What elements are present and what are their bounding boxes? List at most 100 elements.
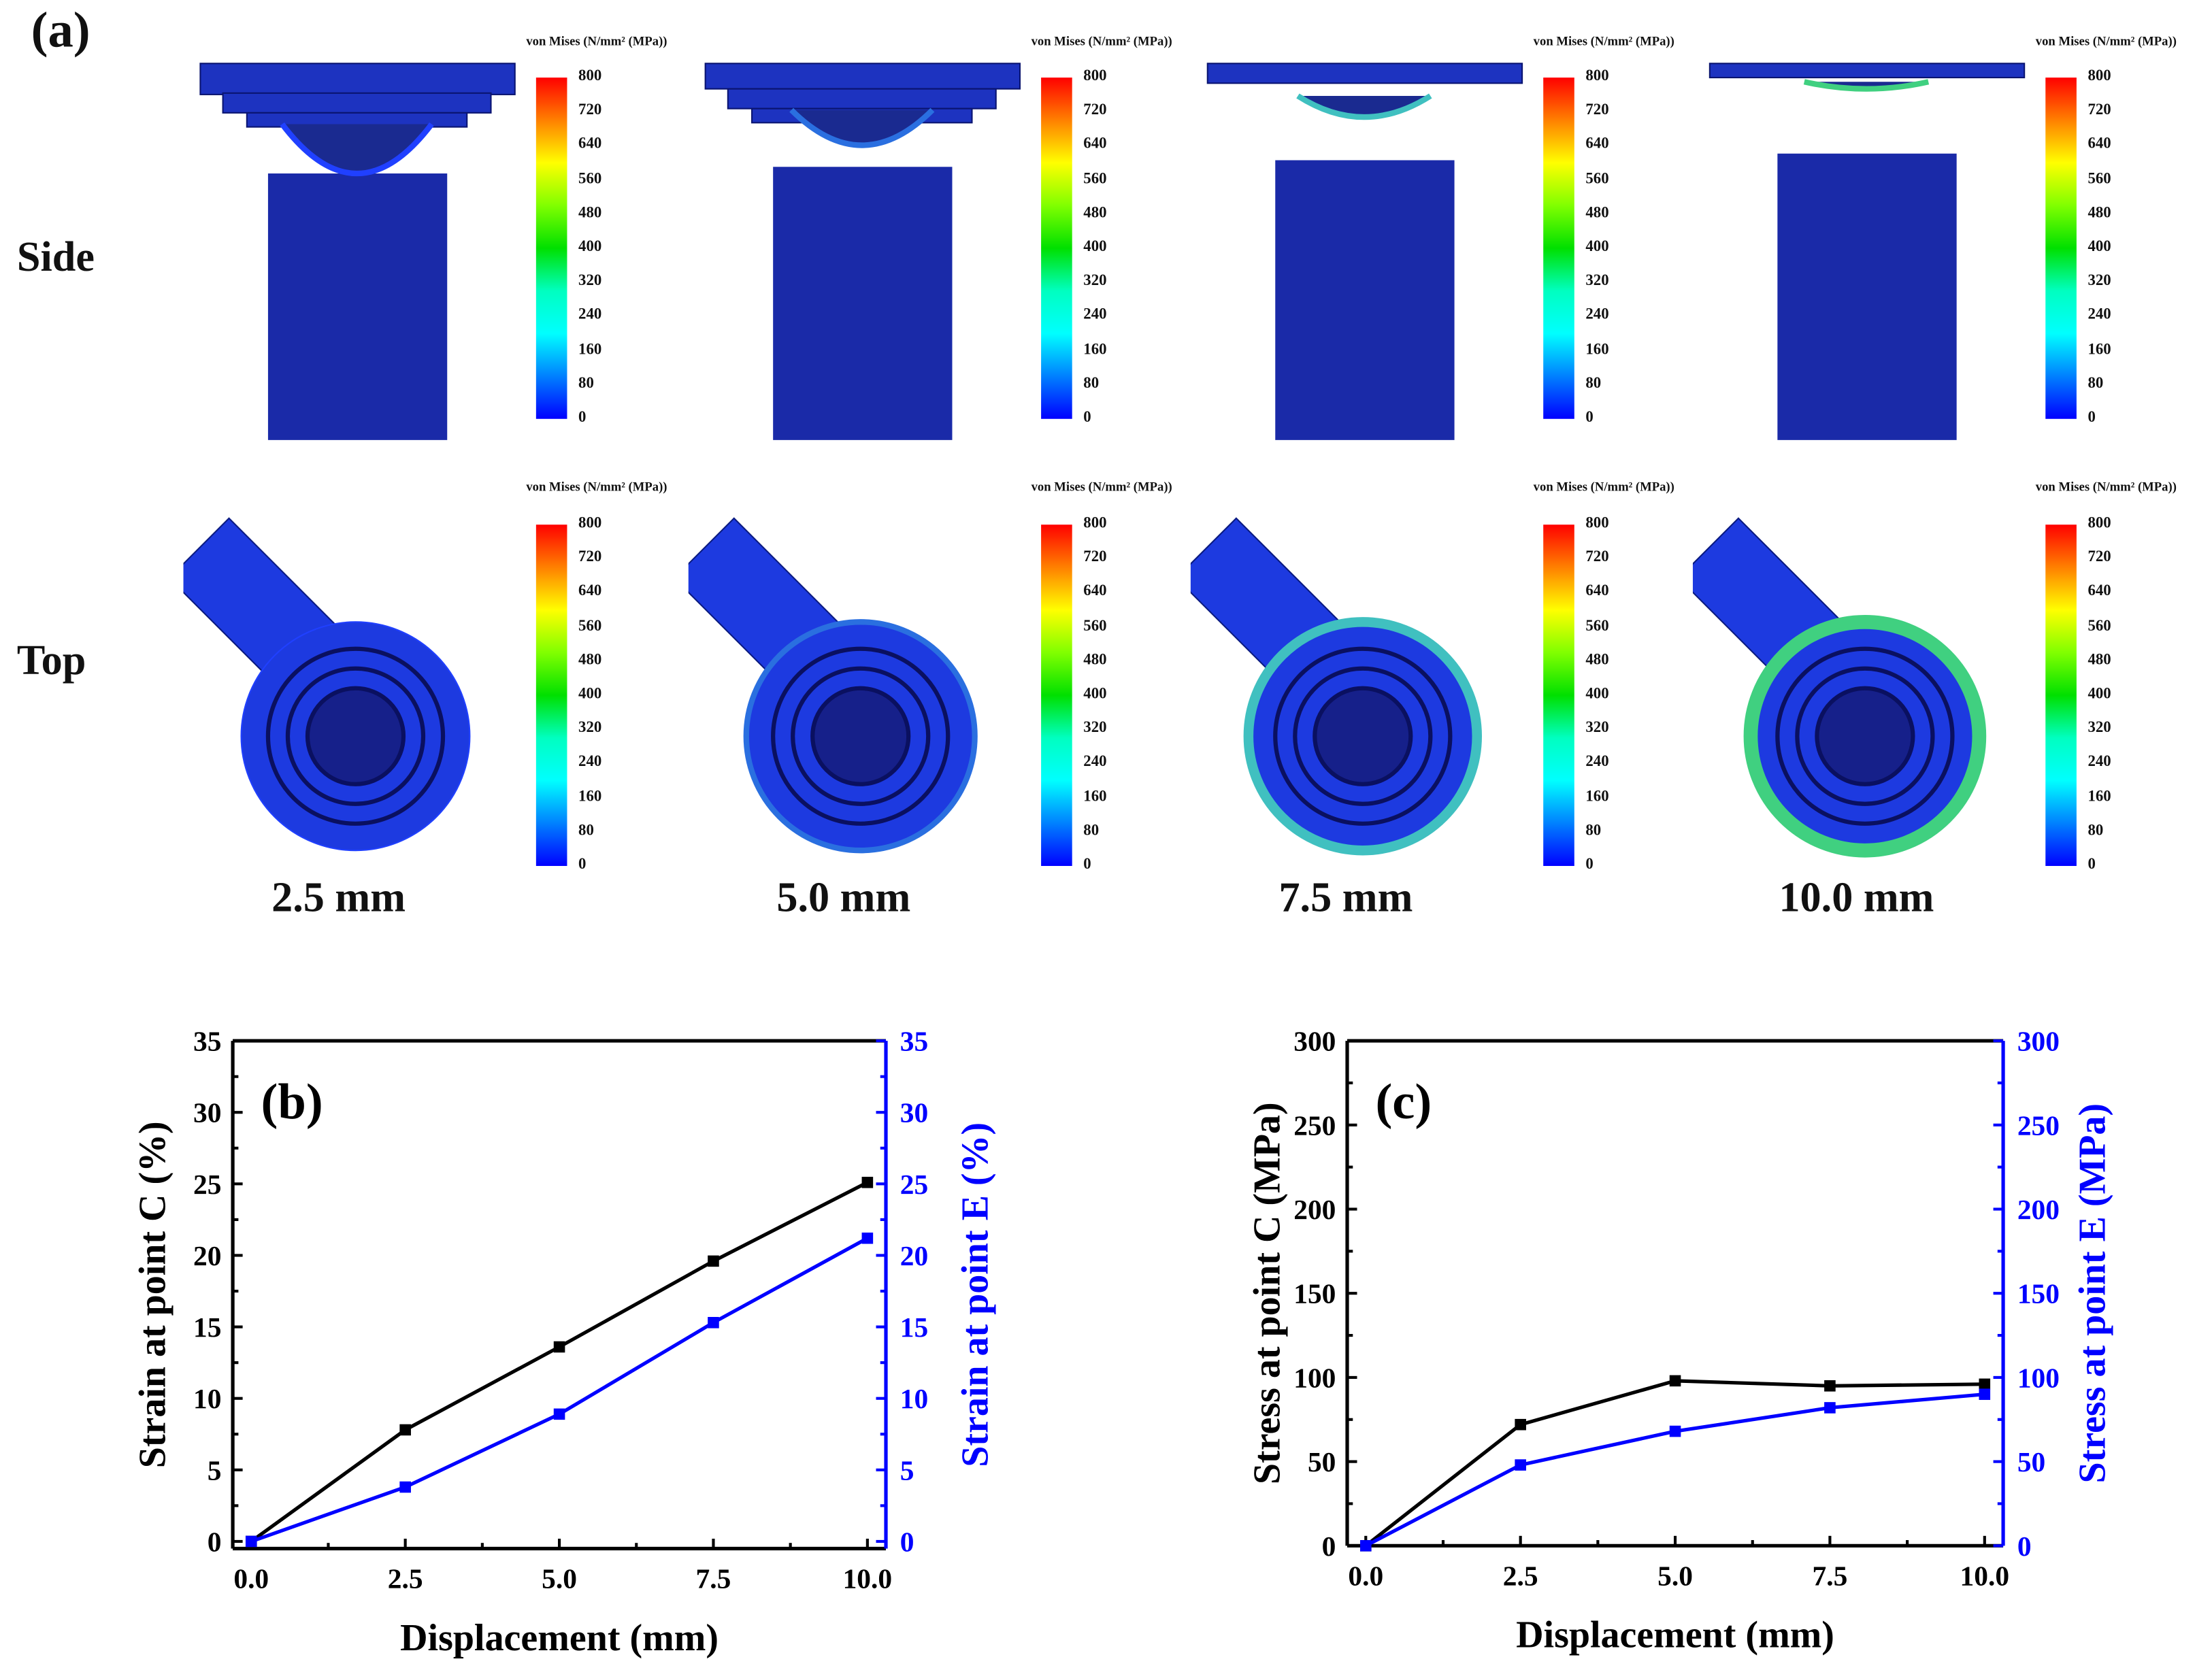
y-right-axis-label: Stress at point E (MPa)	[2071, 1103, 2113, 1484]
colorbar-tick-label: 560	[578, 170, 602, 187]
side-view-stress-plot	[1708, 63, 2026, 440]
y-tick-label: 300	[1293, 1026, 1336, 1057]
colorbar-tick-label: 80	[1585, 822, 1602, 839]
y-tick-label: 200	[1293, 1194, 1336, 1225]
data-point	[1824, 1380, 1836, 1392]
colorbar-tick-label: 560	[2087, 170, 2111, 187]
x-tick-label: 0.0	[1348, 1560, 1383, 1591]
colorbar-tick-label: 800	[578, 514, 602, 532]
colorbar	[535, 78, 567, 419]
y-right-tick-label: 20	[900, 1240, 928, 1271]
colorbar	[2045, 524, 2077, 867]
colorbar-title: von Mises (N/mm² (MPa))	[526, 33, 667, 48]
colorbar-tick-label: 560	[1585, 617, 1609, 635]
x-tick-label: 10.0	[843, 1563, 893, 1594]
colorbar-tick-label: 720	[578, 548, 602, 566]
displacement-caption: 7.5 mm	[1278, 874, 1413, 921]
colorbar-tick-label: 160	[1585, 340, 1609, 358]
colorbar-tick-label: 800	[1585, 514, 1609, 532]
x-tick-label: 7.5	[1813, 1560, 1848, 1591]
colorbar-tick-label: 640	[2087, 135, 2111, 153]
colorbar-tick-label: 240	[2087, 306, 2111, 324]
y-tick-label: 50	[1308, 1446, 1336, 1477]
colorbar-title: von Mises (N/mm² (MPa))	[1031, 33, 1172, 48]
colorbar-tick-label: 400	[2087, 238, 2111, 256]
colorbar-tick-label: 0	[1585, 856, 1594, 873]
colorbar-tick-label: 720	[578, 101, 602, 119]
data-point	[1979, 1388, 1991, 1400]
displacement-caption: 10.0 mm	[1779, 874, 1934, 921]
colorbar-tick-label: 160	[1083, 340, 1107, 358]
colorbar-tick-label: 400	[1585, 238, 1609, 256]
side-view-stress-plot	[1206, 63, 1523, 440]
colorbar-title: von Mises (N/mm² (MPa))	[2035, 479, 2177, 494]
y-right-tick-label: 250	[2017, 1109, 2060, 1141]
colorbar-tick-label: 160	[2087, 788, 2111, 805]
data-point	[861, 1176, 874, 1188]
series-line	[250, 1180, 869, 1543]
colorbar-tick-label: 320	[2087, 272, 2111, 290]
chart-c: 0 0 50 50 100 100 150 150 200 200 250 250 300 300 0.0 2…	[1246, 1026, 2113, 1656]
colorbar-tick-label: 480	[1585, 651, 1609, 669]
data-point	[1979, 1378, 1991, 1390]
displacement-caption: 2.5 mm	[271, 874, 406, 921]
colorbar-tick-label: 320	[1083, 272, 1107, 290]
y-right-tick-label: 25	[900, 1169, 928, 1200]
side-view-stress-plot	[704, 63, 1021, 440]
y-right-axis-label: Strain at point E (%)	[954, 1122, 996, 1467]
colorbar-tick-label: 480	[1083, 204, 1107, 222]
y-tick-label: 15	[193, 1312, 221, 1343]
colorbar-tick-label: 400	[578, 238, 602, 256]
colorbar-title: von Mises (N/mm² (MPa))	[2035, 33, 2177, 48]
colorbar-tick-label: 640	[1083, 135, 1107, 153]
y-tick-label: 250	[1293, 1109, 1336, 1141]
colorbar-tick-label: 560	[1083, 170, 1107, 187]
colorbar-tick-label: 80	[2087, 375, 2104, 392]
colorbar-title: von Mises (N/mm² (MPa))	[1031, 479, 1172, 494]
colorbar-tick-label: 560	[1083, 617, 1107, 635]
colorbar-tick-label: 480	[2087, 204, 2111, 222]
series-line	[1364, 1379, 1985, 1548]
colorbar-tick-label: 0	[1083, 409, 1091, 427]
colorbar-tick-label: 240	[2087, 753, 2111, 771]
y-tick-label: 100	[1293, 1362, 1336, 1393]
data-point	[553, 1341, 565, 1353]
colorbar	[535, 524, 567, 867]
colorbar-tick-label: 240	[578, 753, 602, 771]
series-line	[250, 1236, 869, 1543]
y-tick-label: 5	[208, 1454, 222, 1486]
y-right-tick-label: 10	[900, 1383, 928, 1414]
colorbar-tick-label: 80	[2087, 822, 2104, 839]
colorbar-tick-label: 720	[1585, 101, 1609, 119]
colorbar-tick-label: 800	[2087, 514, 2111, 532]
y-tick-label: 30	[193, 1097, 221, 1129]
colorbar-tick-label: 0	[578, 856, 587, 873]
y-tick-label: 150	[1293, 1278, 1336, 1309]
colorbar-tick-label: 720	[2087, 548, 2111, 566]
colorbar-tick-label: 400	[2087, 685, 2111, 703]
colorbar-tick-label: 80	[1083, 375, 1100, 392]
colorbar-tick-label: 160	[578, 340, 602, 358]
displacement-caption: 5.0 mm	[776, 874, 911, 921]
colorbar-tick-label: 560	[1585, 170, 1609, 187]
colorbar-tick-label: 720	[1083, 101, 1107, 119]
data-point	[1669, 1425, 1681, 1437]
colorbar-tick-label: 320	[578, 719, 602, 737]
colorbar-tick-label: 640	[1585, 583, 1609, 600]
colorbar-tick-label: 240	[1083, 306, 1107, 324]
y-right-tick-label: 50	[2017, 1446, 2045, 1477]
colorbar-tick-label: 800	[578, 67, 602, 85]
colorbar-tick-label: 160	[2087, 340, 2111, 358]
panel-label: (b)	[261, 1073, 323, 1130]
y-tick-label: 10	[193, 1383, 221, 1414]
top-view-stress-plot	[1190, 517, 1483, 856]
colorbar-tick-label: 240	[578, 306, 602, 324]
colorbar-tick-label: 640	[1585, 135, 1609, 153]
colorbar-tick-label: 320	[2087, 719, 2111, 737]
y-right-tick-label: 5	[900, 1454, 914, 1486]
colorbar-tick-label: 560	[578, 617, 602, 635]
y-tick-label: 0	[1322, 1531, 1336, 1562]
y-tick-label: 0	[208, 1526, 222, 1557]
